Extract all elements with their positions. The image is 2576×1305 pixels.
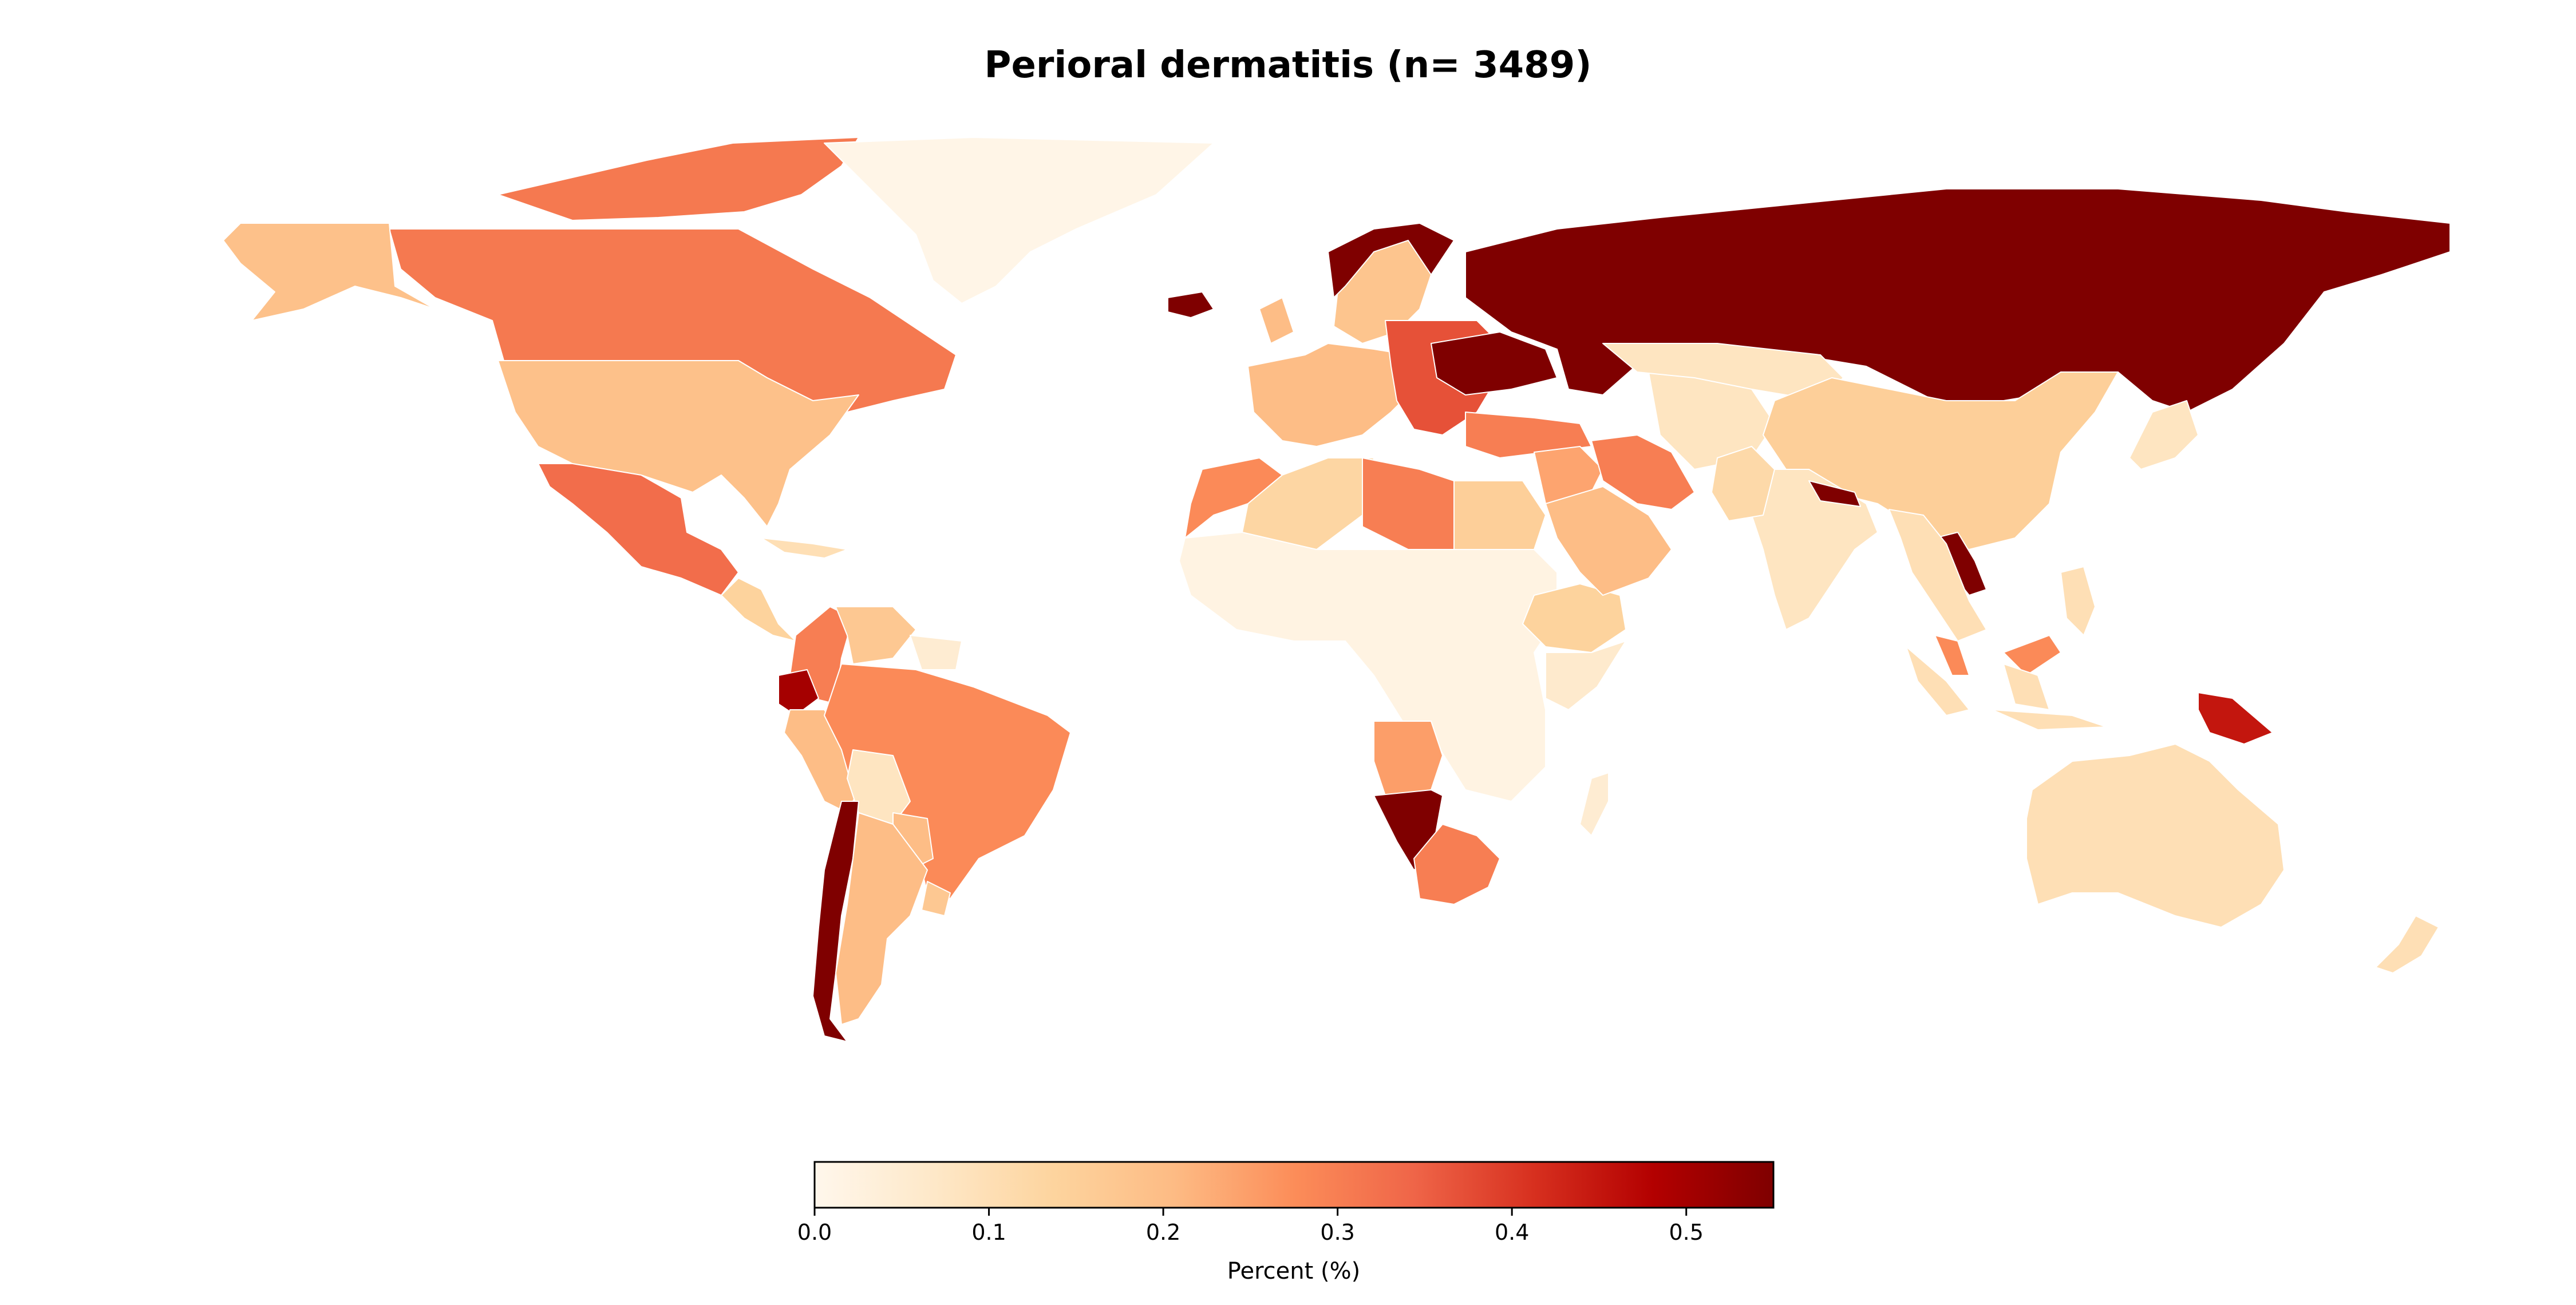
- region-saudi-arabia: [1545, 486, 1672, 596]
- colorbar-tick-label: 0.2: [1146, 1220, 1180, 1245]
- region-caribbean: [761, 537, 848, 559]
- region-brazil: [824, 663, 1071, 899]
- region-mexico: [538, 463, 739, 596]
- region-iceland: [1167, 291, 1214, 318]
- colorbar-ticks: 0.0 0.1 0.2 0.3 0.4 0.5: [797, 1208, 1704, 1245]
- colorbar-tick-label: 0.0: [797, 1220, 832, 1245]
- chart-title: Perioral dermatitis (n= 3489): [985, 44, 1592, 86]
- region-iran: [1591, 434, 1695, 510]
- colorbar: 0.0 0.1 0.2 0.3 0.4 0.5 Percent (%): [797, 1161, 1775, 1284]
- region-pakistan: [1711, 446, 1775, 521]
- region-japan: [2129, 400, 2199, 470]
- region-venezuela: [835, 606, 916, 665]
- world-map: [223, 137, 2451, 1042]
- region-papua-new-guinea: [2198, 692, 2273, 745]
- colorbar-tick-label: 0.5: [1669, 1220, 1704, 1245]
- region-uruguay: [921, 881, 951, 916]
- region-morocco: [1184, 457, 1283, 539]
- region-philippines: [2060, 566, 2096, 636]
- region-indonesia: [1906, 646, 2107, 730]
- region-ukraine: [1431, 331, 1558, 396]
- region-southeast-asia: [1888, 509, 1987, 642]
- colorbar-label: Percent (%): [1227, 1258, 1360, 1284]
- region-argentina: [835, 812, 928, 1025]
- region-ecuador: [778, 669, 819, 716]
- region-alaska: [223, 223, 436, 321]
- colorbar-tick-label: 0.4: [1495, 1220, 1529, 1245]
- region-middle-east: [1534, 446, 1603, 504]
- colorbar-tick-label: 0.1: [971, 1220, 1006, 1245]
- colorbar-gradient: [813, 1161, 1775, 1209]
- region-united-states: [497, 360, 859, 527]
- region-madagascar: [1579, 772, 1609, 836]
- region-libya: [1362, 457, 1455, 550]
- region-australia: [2026, 744, 2285, 928]
- region-ethiopia: [1522, 583, 1626, 653]
- colorbar-tick-label: 0.3: [1320, 1220, 1354, 1245]
- region-sahel-and-central-africa: [1179, 532, 1558, 802]
- region-new-zealand: [2375, 915, 2439, 974]
- region-guianas: [910, 635, 962, 670]
- region-angola: [1373, 721, 1443, 796]
- region-malaysia: [1934, 635, 2061, 676]
- region-greenland: [824, 137, 1214, 304]
- region-egypt: [1453, 480, 1546, 550]
- region-nepal: [1808, 480, 1861, 507]
- region-central-america: [721, 578, 796, 642]
- region-east-africa: [1545, 640, 1626, 710]
- region-south-africa: [1413, 824, 1500, 905]
